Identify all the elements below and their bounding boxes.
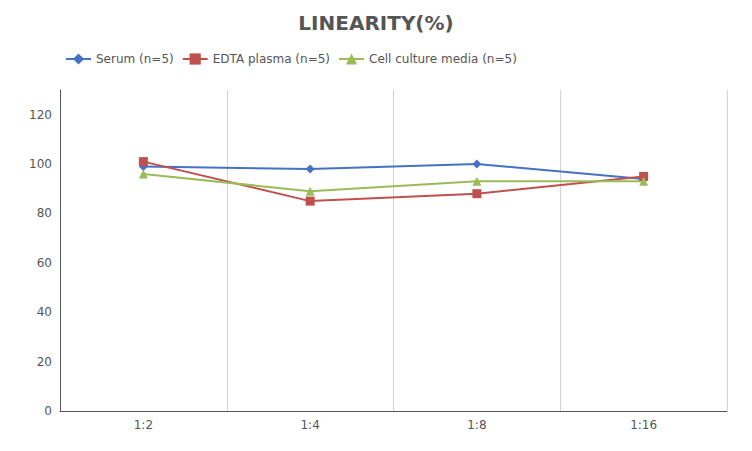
svg-text:1:4: 1:4 xyxy=(300,418,319,432)
svg-text:1:2: 1:2 xyxy=(134,418,153,432)
svg-text:40: 40 xyxy=(37,305,52,319)
svg-text:100: 100 xyxy=(29,157,52,171)
svg-text:1:8: 1:8 xyxy=(467,418,486,432)
svg-text:120: 120 xyxy=(29,108,52,122)
svg-text:1:16: 1:16 xyxy=(630,418,657,432)
svg-text:60: 60 xyxy=(37,256,52,270)
svg-text:0: 0 xyxy=(44,404,52,418)
svg-text:EDTA plasma (n=5): EDTA plasma (n=5) xyxy=(213,52,330,66)
svg-text:Serum (n=5): Serum (n=5) xyxy=(96,52,174,66)
svg-text:80: 80 xyxy=(37,206,52,220)
svg-text:LINEARITY(%): LINEARITY(%) xyxy=(298,11,453,35)
svg-text:20: 20 xyxy=(37,355,52,369)
svg-text:Cell culture media (n=5): Cell culture media (n=5) xyxy=(369,52,517,66)
